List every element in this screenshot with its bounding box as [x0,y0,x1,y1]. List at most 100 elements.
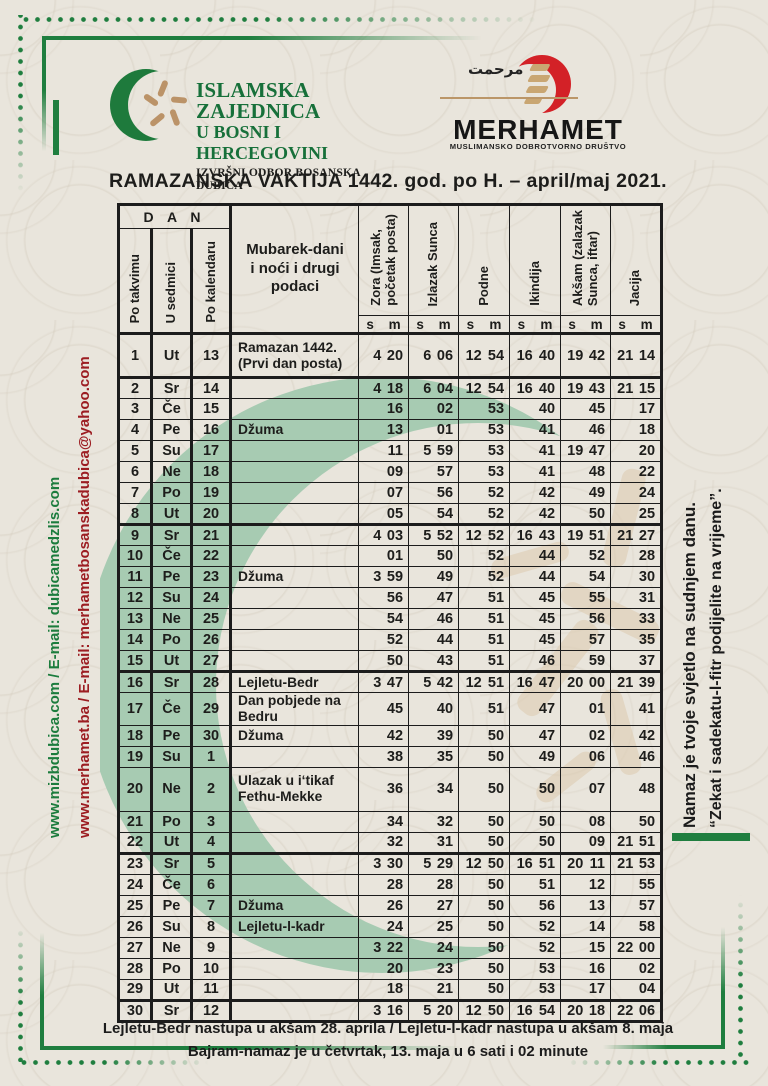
cell-time-4: 45 [560,398,612,421]
cell-note [229,745,360,768]
cell-time-3: 50 [509,810,562,833]
cell-time-4: 19 42 [560,332,612,379]
cell-time-2: 50 [458,810,511,833]
cell-time-5: 21 14 [610,332,663,379]
cell-po-kalendaru: 21 [190,523,232,547]
cell-po-kalendaru: 18 [190,461,232,484]
cell-u-sedmici: Sr [150,670,193,694]
cell-time-1: 49 [408,566,460,589]
cell-po-takvimu: 12 [118,587,152,610]
cell-time-3: 42 [509,482,562,505]
border-dots-bottom-left [16,1058,216,1067]
cell-u-sedmici: Ne [150,936,193,959]
cell-time-0: 01 [358,545,410,568]
cell-po-takvimu: 5 [118,440,152,463]
cell-time-1: 34 [408,766,460,812]
cell-time-3: 41 [509,440,562,463]
cell-time-3: 53 [509,957,562,980]
cell-time-0: 07 [358,482,410,505]
cell-time-4: 02 [560,724,612,747]
cell-u-sedmici: Sr [150,998,193,1022]
cell-time-0: 24 [358,915,410,938]
cell-time-1: 47 [408,587,460,610]
cell-time-0: 26 [358,894,410,917]
cell-u-sedmici: Po [150,810,193,833]
cell-time-3: 16 47 [509,670,562,694]
cell-time-2: 51 [458,629,511,652]
cell-time-3: 52 [509,936,562,959]
cell-po-takvimu: 14 [118,629,152,652]
cell-time-5: 30 [610,566,663,589]
cell-time-2: 12 50 [458,998,511,1022]
cell-po-kalendaru: 1 [190,745,232,768]
cell-note [229,440,360,463]
cell-time-4: 46 [560,419,612,442]
cell-time-0: 13 [358,419,410,442]
border-dots-left-bottom [16,920,25,1062]
cell-note: Džuma [229,724,360,747]
cell-time-3: 16 51 [509,851,562,875]
cell-time-5: 21 51 [610,831,663,854]
footer-note-2: Bajram-namaz je u četvrtak, 13. maja u 6… [187,1043,589,1060]
cell-po-kalendaru: 2 [190,766,232,812]
cell-time-0: 20 [358,957,410,980]
quote-text-2: “Zekat i sadekatu-l-fitr podijelite na v… [708,488,725,828]
cell-time-1: 43 [408,650,460,673]
col-header-ikindija: Ikindija [509,203,562,317]
cell-time-0: 05 [358,503,410,526]
cell-po-kalendaru: 12 [190,998,232,1022]
cell-time-5: 22 00 [610,936,663,959]
cell-time-0: 28 [358,873,410,896]
table-row: 30 Sr 12 3 16 5 20 12 50 16 54 20 18 22 06 [118,998,663,1022]
cell-time-2: 52 [458,545,511,568]
table-row: 18 Pe 30 Džuma 42 39 50 47 02 42 [118,724,663,747]
cell-u-sedmici: Ut [150,332,193,379]
cell-po-kalendaru: 28 [190,670,232,694]
cell-u-sedmici: Su [150,587,193,610]
table-row: 14 Po 26 52 44 51 45 57 35 [118,629,663,652]
cell-time-5: 57 [610,894,663,917]
table-row: 8 Ut 20 05 54 52 42 50 25 [118,503,663,526]
cell-note [229,376,360,400]
cell-note [229,398,360,421]
cell-po-kalendaru: 6 [190,873,232,896]
cell-time-1: 28 [408,873,460,896]
cell-u-sedmici: Sr [150,523,193,547]
cell-u-sedmici: Su [150,440,193,463]
cell-time-4: 56 [560,608,612,631]
org-name-line2: U BOSNI I HERCEGOVINI [196,122,329,163]
table-row: 23 Sr 5 3 30 5 29 12 50 16 51 20 11 21 53 [118,851,663,875]
cell-time-1: 46 [408,608,460,631]
table-row: 15 Ut 27 50 43 51 46 59 37 [118,650,663,673]
cell-time-3: 49 [509,745,562,768]
islamic-community-crescent-icon [110,69,187,141]
cell-time-3: 16 43 [509,523,562,547]
cell-u-sedmici: Ut [150,503,193,526]
cell-po-kalendaru: 29 [190,692,232,726]
table-row: 2 Sr 14 4 18 6 04 12 54 16 40 19 43 21 15 [118,376,663,400]
cell-time-4: 19 47 [560,440,612,463]
cell-time-1: 24 [408,936,460,959]
cell-time-5: 20 [610,440,663,463]
cell-time-3: 16 54 [509,998,562,1022]
footer-note-1: Lejletu-Bedr nastupa u akšam 28. aprila … [102,1020,674,1037]
cell-u-sedmici: Ut [150,978,193,1001]
cell-time-2: 50 [458,936,511,959]
cell-time-5: 33 [610,608,663,631]
cell-po-takvimu: 7 [118,482,152,505]
cell-time-4: 15 [560,936,612,959]
cell-time-2: 12 54 [458,376,511,400]
cell-time-2: 12 52 [458,523,511,547]
cell-u-sedmici: Ne [150,766,193,812]
cell-po-takvimu: 22 [118,831,152,854]
cell-u-sedmici: Pe [150,566,193,589]
cell-time-2: 50 [458,766,511,812]
cell-po-takvimu: 26 [118,915,152,938]
cell-note: Džuma [229,419,360,442]
cell-time-0: 34 [358,810,410,833]
table-row: 27 Ne 9 3 22 24 50 52 15 22 00 [118,936,663,959]
cell-time-1: 6 04 [408,376,460,400]
cell-po-takvimu: 29 [118,978,152,1001]
cell-note: Dan pobjede na Bedru [229,692,360,726]
